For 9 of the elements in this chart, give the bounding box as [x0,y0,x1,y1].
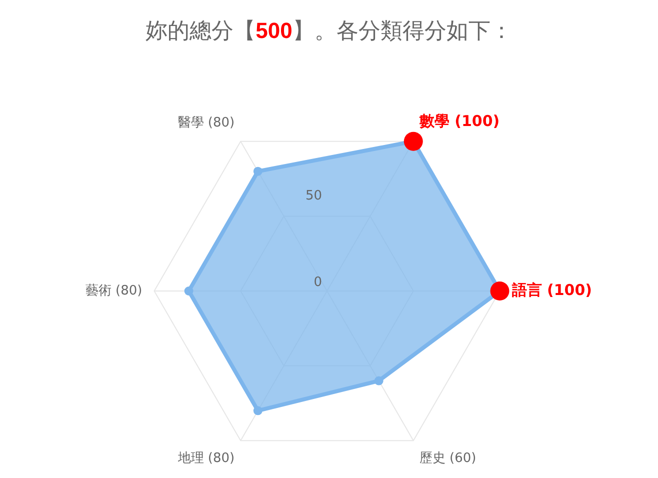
spoke-label: 醫學 (80) [178,116,235,131]
y-tick-label: 50 [305,188,322,204]
spoke-label: 藝術 (80) [85,283,142,298]
spoke-label: 地理 (80) [176,451,235,466]
y-tick-label: 0 [314,274,322,290]
chart-title: 妳的總分【500】。各分類得分如下： [146,18,512,43]
spoke-label: 歷史 (60) [419,451,476,466]
spoke-label: 語言 (100) [510,280,592,299]
spoke-label: 數學 (100) [418,112,500,130]
